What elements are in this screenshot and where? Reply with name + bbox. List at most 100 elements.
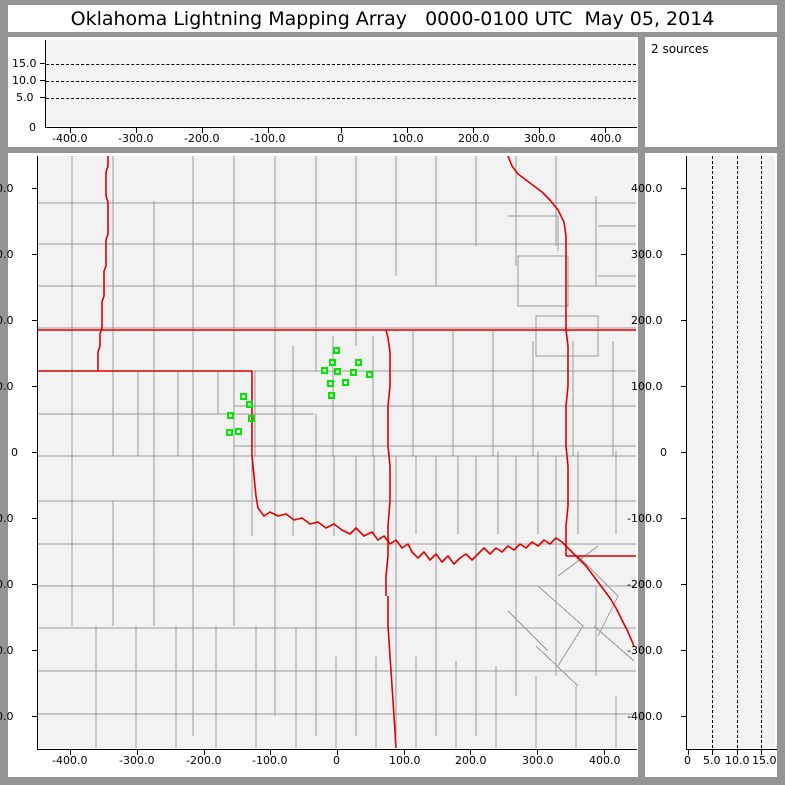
- xtick-mark: [539, 128, 540, 133]
- ytick-label--300: -300.0: [627, 644, 663, 657]
- gridline-15: [761, 156, 762, 748]
- xtick-mark: [737, 750, 738, 755]
- time-height-plot-area[interactable]: [46, 40, 636, 126]
- ytick-label-10: 10.0: [12, 74, 37, 87]
- ytick-mark: [681, 518, 687, 519]
- xtick-label-100: 100.0: [392, 132, 424, 145]
- xtick-mark: [136, 128, 137, 133]
- xtick-label--100: -100.0: [250, 132, 286, 145]
- ytick-mark: [681, 320, 687, 321]
- gridline-5: [712, 156, 713, 748]
- xtick-label--200: -200.0: [186, 754, 222, 767]
- xtick-label-5: 5.0: [703, 754, 721, 767]
- ytick-label-400: 400.0: [631, 182, 663, 195]
- xtick-label--100: -100.0: [252, 754, 288, 767]
- lightning-source-marker: [246, 401, 253, 408]
- ytick-label-200: 200.0: [631, 314, 663, 327]
- lightning-source-marker: [350, 369, 357, 376]
- ytick-mark: [681, 716, 687, 717]
- ytick-mark: [681, 254, 687, 255]
- xtick-mark: [404, 750, 405, 755]
- ytick-mark: [681, 584, 687, 585]
- xtick-mark: [70, 750, 71, 755]
- ytick-label-0: 0: [29, 121, 36, 134]
- xtick-mark: [268, 128, 269, 133]
- xtick-label-300: 300.0: [522, 754, 554, 767]
- gridline-10: [46, 81, 636, 82]
- lightning-source-marker: [342, 379, 349, 386]
- map-geography: [38, 156, 636, 748]
- ytick-label-0: 0: [11, 446, 18, 459]
- ytick-label--400: -400.0: [627, 710, 663, 723]
- xtick-label-200: 200.0: [455, 754, 487, 767]
- height-profile-plot-area[interactable]: [687, 156, 775, 748]
- xtick-label--200: -200.0: [184, 132, 220, 145]
- time-height-x-axis: [45, 127, 637, 128]
- height-profile-panel[interactable]: 400.0 300.0 200.0 100.0 0 -100.0 -200.0 …: [627, 153, 777, 777]
- ytick-mark: [40, 80, 46, 81]
- ytick-label-15: 15.0: [12, 57, 37, 70]
- xtick-label-0: 0: [337, 132, 344, 145]
- time-height-y-axis: [45, 40, 46, 127]
- xtick-mark: [470, 750, 471, 755]
- ytick-label-100: 100.0: [631, 380, 663, 393]
- xtick-label-10: 10.0: [725, 754, 750, 767]
- ytick-mark: [40, 97, 46, 98]
- gridline-10: [737, 156, 738, 748]
- xtick-mark: [473, 128, 474, 133]
- ytick-mark: [32, 188, 38, 189]
- xtick-label-100: 100.0: [389, 754, 421, 767]
- xtick-label--300: -300.0: [118, 132, 154, 145]
- ytick-label-400: 400.0: [0, 182, 14, 195]
- ytick-mark: [32, 650, 38, 651]
- ytick-mark: [32, 320, 38, 321]
- xtick-mark: [70, 128, 71, 133]
- ytick-mark: [32, 716, 38, 717]
- lightning-source-marker: [333, 347, 340, 354]
- xtick-label-400: 400.0: [590, 132, 622, 145]
- page-title: Oklahoma Lightning Mapping Array 0000-01…: [70, 7, 715, 30]
- xtick-label--400: -400.0: [52, 754, 88, 767]
- lightning-source-marker: [366, 371, 373, 378]
- lightning-source-marker: [226, 429, 233, 436]
- xtick-label-0: 0: [333, 754, 340, 767]
- lightning-source-marker: [328, 392, 335, 399]
- xtick-label-0: 0: [684, 754, 691, 767]
- lightning-source-marker: [227, 412, 234, 419]
- xtick-mark: [407, 128, 408, 133]
- sources-count-panel[interactable]: 2 sources: [645, 37, 777, 147]
- ytick-label--100: -100.0: [0, 512, 14, 525]
- height-x-axis: [686, 749, 777, 750]
- ytick-mark: [32, 386, 38, 387]
- xtick-label--400: -400.0: [52, 132, 88, 145]
- lightning-source-marker: [248, 415, 255, 422]
- xtick-label-300: 300.0: [524, 132, 556, 145]
- ytick-mark: [32, 452, 38, 453]
- ytick-label--200: -200.0: [627, 578, 663, 591]
- ytick-mark: [32, 254, 38, 255]
- ytick-label--400: -400.0: [0, 710, 14, 723]
- ytick-label-5: 5.0: [16, 91, 34, 104]
- lightning-source-marker: [334, 368, 341, 375]
- lightning-source-marker: [235, 428, 242, 435]
- ytick-mark: [681, 452, 687, 453]
- xtick-mark: [605, 128, 606, 133]
- lightning-source-marker: [240, 393, 247, 400]
- ytick-label--200: -200.0: [0, 578, 14, 591]
- xtick-mark: [688, 750, 689, 755]
- title-bar: Oklahoma Lightning Mapping Array 0000-01…: [8, 5, 777, 32]
- xtick-label-200: 200.0: [458, 132, 490, 145]
- time-height-panel[interactable]: 15.0 10.0 5.0 0 -400.0 -300.0 -200.0 -10…: [8, 37, 638, 147]
- ytick-mark: [32, 518, 38, 519]
- ytick-label--100: -100.0: [627, 512, 663, 525]
- xtick-mark: [270, 750, 271, 755]
- gridline-5: [46, 98, 636, 99]
- xtick-mark: [337, 750, 338, 755]
- ytick-mark: [681, 386, 687, 387]
- lightning-source-marker: [327, 380, 334, 387]
- lightning-source-marker: [329, 359, 336, 366]
- lightning-source-marker: [355, 359, 362, 366]
- plan-view-map-panel[interactable]: 400.0 300.0 200.0 100.0 0 -100.0 -200.0 …: [0, 153, 638, 777]
- map-plot-area[interactable]: [38, 156, 636, 748]
